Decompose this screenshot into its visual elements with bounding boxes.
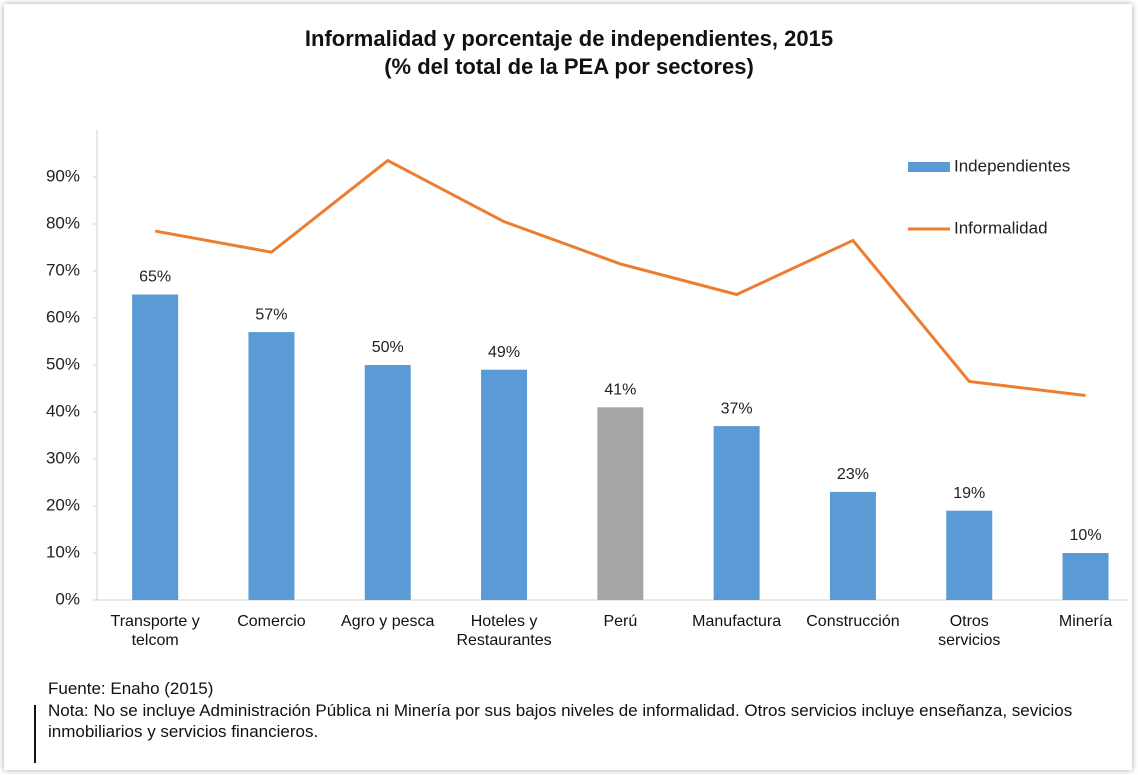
x-tick-label: Perú <box>603 613 638 630</box>
y-tick-label: 60% <box>46 307 80 326</box>
data-label: 19% <box>953 485 985 502</box>
x-tick-label: Otros servicios <box>938 613 1001 649</box>
y-tick-label: 40% <box>46 401 80 420</box>
legend-label: Independientes <box>954 156 1070 175</box>
bar <box>132 294 179 600</box>
frame <box>4 4 1132 770</box>
y-tick-label: 0% <box>55 589 80 608</box>
line <box>154 158 1086 398</box>
note: Nota: No se incluye Administración Públi… <box>48 701 1073 741</box>
data-label: 37% <box>721 400 753 417</box>
data-label: 65% <box>139 269 171 286</box>
y-tick-label: 70% <box>46 260 80 279</box>
bar <box>1062 553 1109 600</box>
x-tick-label: Manufactura <box>692 613 782 630</box>
chart-subtitle: (% del total de la PEA por sectores) <box>384 54 754 79</box>
data-label: 41% <box>604 382 636 399</box>
y-tick-label: 10% <box>46 542 80 561</box>
source: Fuente: Enaho (2015) <box>48 679 214 698</box>
bar <box>597 407 644 600</box>
y-tick-label: 20% <box>46 495 80 514</box>
legend-label: Informalidad <box>954 218 1048 237</box>
bar <box>248 332 295 600</box>
x-tick-label: Construcción <box>806 613 900 630</box>
legend-swatch <box>908 162 950 172</box>
y-tick-label: 80% <box>46 213 80 232</box>
chart-title: Informalidad y porcentaje de independien… <box>304 26 834 51</box>
decoration <box>34 705 36 763</box>
x-tick-label: Minería <box>1058 613 1113 630</box>
y-tick-label: 90% <box>46 166 80 185</box>
bar <box>946 510 993 600</box>
bar <box>713 426 760 600</box>
bar <box>364 365 411 600</box>
data-label: 10% <box>1070 527 1102 544</box>
x-tick-label: Hoteles y Restaurantes <box>456 613 552 649</box>
x-tick-label: Transporte y telcom <box>110 613 200 649</box>
x-tick-label: Agro y pesca <box>341 613 435 630</box>
data-label: 57% <box>255 306 287 323</box>
data-label: 50% <box>372 339 404 356</box>
bar <box>481 369 528 600</box>
bar <box>829 491 876 600</box>
y-tick-label: 50% <box>46 354 80 373</box>
data-label: 49% <box>488 344 520 361</box>
y-tick-label: 30% <box>46 448 80 467</box>
x-tick-label: Comercio <box>237 613 306 630</box>
data-label: 23% <box>837 466 869 483</box>
